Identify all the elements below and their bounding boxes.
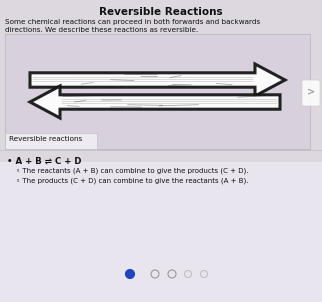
FancyBboxPatch shape	[0, 0, 322, 162]
Text: directions. We describe these reactions as reversible.: directions. We describe these reactions …	[5, 27, 198, 33]
FancyBboxPatch shape	[5, 34, 310, 149]
Circle shape	[126, 269, 135, 278]
Text: ◦ The reactants (A + B) can combine to give the products (C + D).: ◦ The reactants (A + B) can combine to g…	[16, 167, 249, 174]
Text: Some chemical reactions can proceed in both forwards and backwards: Some chemical reactions can proceed in b…	[5, 19, 260, 25]
Text: Reversible reactions: Reversible reactions	[9, 136, 82, 142]
Text: ◦ The products (C + D) can combine to give the reactants (A + B).: ◦ The products (C + D) can combine to gi…	[16, 177, 249, 184]
Text: Reversible Reactions: Reversible Reactions	[99, 7, 223, 17]
Polygon shape	[30, 64, 285, 96]
Polygon shape	[30, 86, 280, 118]
Text: >: >	[307, 86, 315, 96]
FancyBboxPatch shape	[0, 162, 322, 302]
FancyBboxPatch shape	[5, 133, 97, 149]
Text: • A + B ⇌ C + D: • A + B ⇌ C + D	[7, 156, 81, 165]
FancyBboxPatch shape	[302, 80, 320, 106]
